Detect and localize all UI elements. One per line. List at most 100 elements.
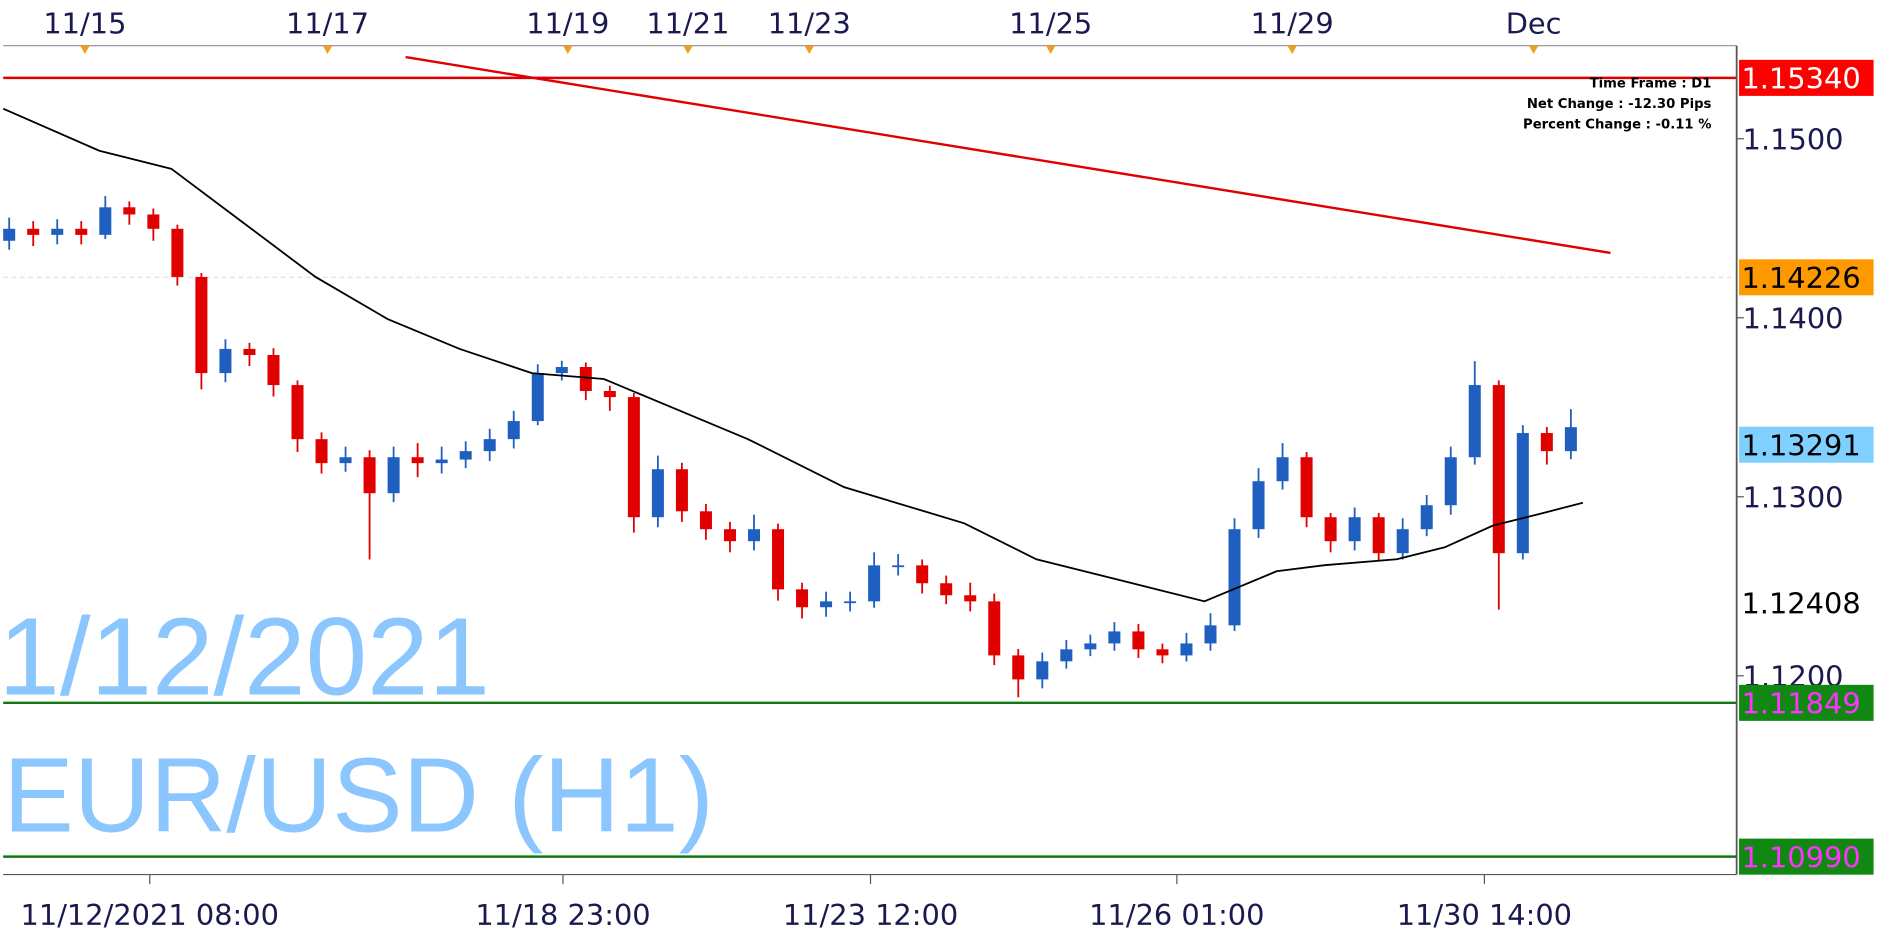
date-label: 11/19 (526, 7, 609, 41)
candle-body (916, 565, 929, 584)
candle-body (1492, 385, 1505, 554)
candle-body (603, 390, 616, 398)
date-marker (1528, 45, 1539, 55)
plot-area (2, 55, 1737, 858)
candle-body (1036, 661, 1049, 680)
y-tick-label: 1.1500 (1743, 123, 1844, 157)
candle-body (435, 459, 448, 464)
level-label: 1.11849 (1741, 687, 1860, 721)
date-marker (1045, 45, 1056, 55)
candle-body (1252, 481, 1265, 530)
level-box (1739, 426, 1874, 463)
candle-body (171, 228, 184, 277)
candle-body (315, 439, 328, 464)
candle-body (1348, 517, 1361, 542)
candle-body (627, 397, 640, 518)
candle-body (411, 457, 424, 464)
candle-body (267, 355, 280, 386)
y-tick-label: 1.1400 (1743, 302, 1844, 336)
candle-body (747, 529, 761, 542)
candle-body (723, 529, 736, 542)
level-label: 1.10990 (1741, 840, 1860, 874)
date-label: 11/21 (646, 7, 729, 41)
date-marker (804, 45, 815, 55)
candle-body (579, 367, 592, 391)
candle-body (1084, 643, 1097, 650)
candle-body (1420, 505, 1433, 530)
level-label: 1.14226 (1741, 261, 1860, 295)
candle-body (507, 421, 520, 440)
candle-body (1372, 517, 1385, 554)
date-marker (562, 45, 573, 55)
candle-body (796, 589, 809, 608)
level-box (1739, 838, 1874, 875)
date-marker (683, 45, 693, 55)
candle-body (1180, 643, 1193, 656)
candle-body (339, 457, 352, 464)
date-marker (322, 45, 333, 55)
candle-body (1012, 655, 1025, 680)
candle-body (1156, 649, 1169, 656)
level-label: 1.12408 (1741, 587, 1860, 621)
candle-body (772, 529, 785, 590)
candle-body (291, 385, 304, 440)
candle-body (675, 469, 688, 512)
info-text: Percent Change : -0.11 % (1523, 118, 1711, 133)
info-text: Time Frame : D1 (1590, 77, 1712, 92)
trendline (405, 55, 1611, 255)
candle-body (75, 228, 88, 235)
candle-body (1324, 517, 1337, 542)
info-text: Net Change : -12.30 Pips (1527, 97, 1712, 112)
candle-body (99, 207, 112, 235)
candle-body (147, 214, 160, 229)
candle-body (243, 348, 256, 356)
date-label: 11/15 (43, 7, 126, 41)
candle-body (51, 228, 64, 235)
candle-body (1276, 457, 1289, 482)
candle-body (892, 565, 905, 568)
level-label: 1.15340 (1741, 62, 1860, 96)
candle-body (988, 601, 1001, 656)
candle-body (363, 457, 376, 494)
candle-body (1060, 649, 1073, 662)
candle-body (1468, 385, 1481, 458)
time-label: 11/30 14:00 (1397, 898, 1572, 931)
candle-body (1300, 457, 1313, 518)
watermark-date: 1/12/2021 (0, 595, 490, 718)
candle-body (123, 207, 136, 215)
moving-average (2, 107, 1584, 603)
candle-body (940, 583, 953, 596)
candle-body (844, 601, 857, 604)
time-label: 11/18 23:00 (475, 898, 650, 931)
candle-body (1132, 631, 1145, 650)
candle-body (1516, 433, 1529, 554)
level-label: 1.13291 (1741, 429, 1860, 463)
candle-body (1564, 427, 1577, 452)
date-label: 11/29 (1251, 7, 1334, 41)
background (3, 0, 1887, 931)
candle-body (964, 595, 977, 602)
candle-body (820, 601, 833, 608)
level-box (1739, 259, 1874, 296)
candle-body (195, 276, 208, 374)
candle-body (483, 439, 496, 452)
date-label: 11/23 (768, 7, 851, 41)
candle-body (387, 457, 400, 494)
level-box (1739, 59, 1874, 96)
candle-body (651, 469, 664, 518)
level-box (1739, 684, 1874, 721)
candle-body (1228, 529, 1241, 626)
y-tick-label: 1.1300 (1743, 481, 1844, 515)
candle-body (219, 348, 232, 374)
candle-body (699, 511, 712, 530)
candle-body (868, 565, 881, 602)
candle-body (1396, 529, 1409, 554)
candle-body (1108, 631, 1121, 644)
candle-body (27, 228, 40, 235)
time-label: 11/12/2021 08:00 (21, 898, 279, 931)
date-label: Dec (1506, 7, 1562, 41)
date-label: 11/17 (286, 7, 369, 41)
candle-body (1444, 457, 1457, 506)
